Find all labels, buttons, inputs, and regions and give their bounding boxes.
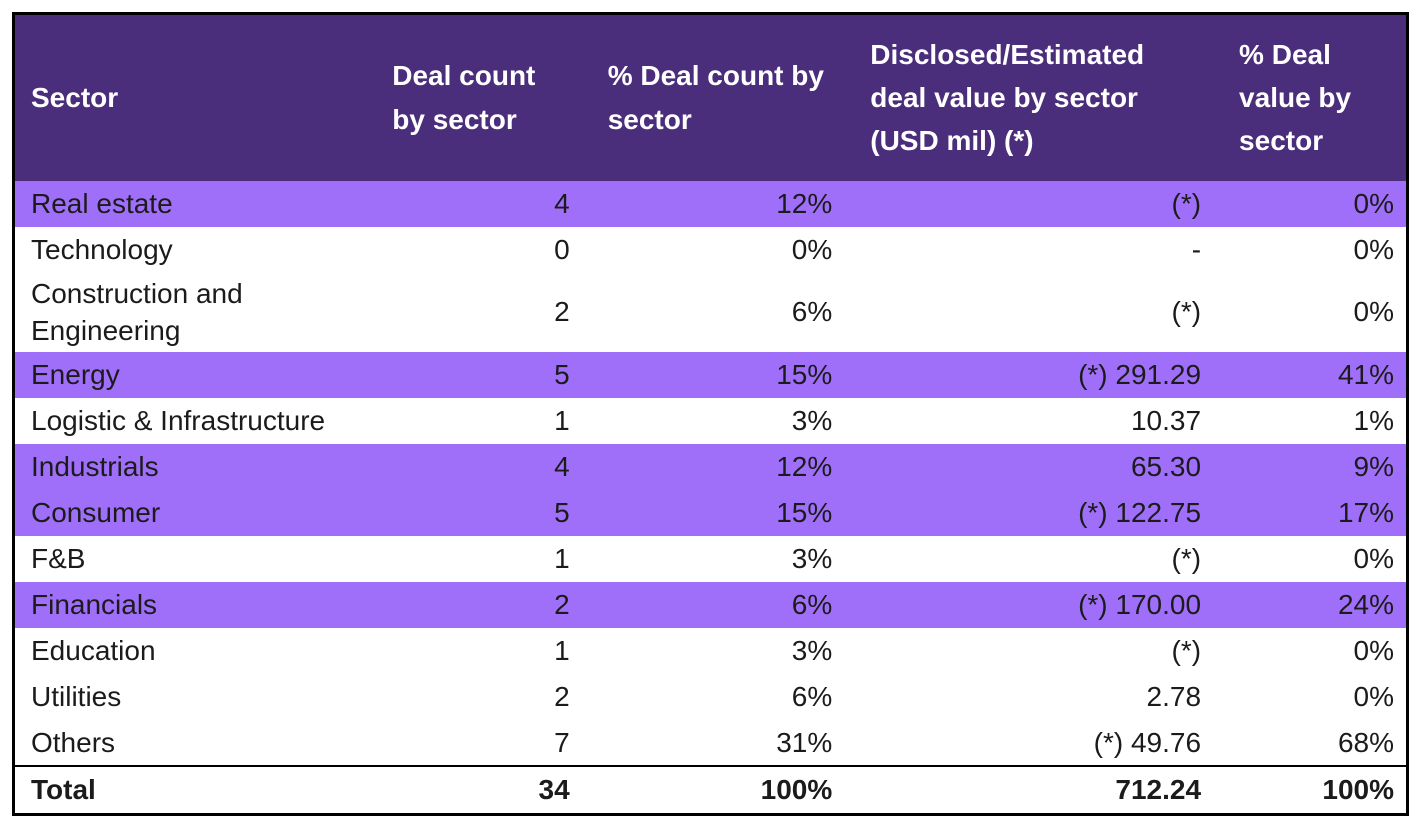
deal-value-cell: (*) (1171, 543, 1202, 575)
pct-deal-value-cell: 24% (1213, 582, 1408, 629)
deal-count-cell: 5 (366, 490, 582, 537)
sector-cell: Financials (13, 582, 367, 629)
table-row: Industrials 4 12% 65.30 9% (13, 444, 1408, 491)
table-header-row: Sector Deal count by sector % Deal count… (13, 13, 1408, 181)
deal-count-cell: 4 (366, 444, 582, 491)
total-label: Total (13, 765, 367, 815)
sector-cell: Real estate (13, 180, 367, 227)
pct-deal-count-cell: 3% (791, 543, 833, 575)
header-deal-value: Disclosed/Estimated deal value by sector… (844, 13, 1214, 181)
pct-deal-value-cell: 41% (1213, 352, 1408, 399)
sector-cell: Education (31, 635, 156, 667)
pct-deal-count-cell: 12% (581, 444, 845, 491)
table-row: Education 1 3% (*) 0% (14, 628, 1408, 674)
deal-count-cell: 2 (366, 582, 582, 629)
pct-deal-value-cell: 0% (1213, 180, 1408, 227)
sector-cell: F&B (31, 543, 86, 575)
header-deal-count: Deal count by sector (366, 13, 582, 181)
header-pct-deal-count: % Deal count by sector (581, 13, 845, 181)
pct-deal-count-cell: 6% (791, 296, 833, 328)
table-row: Financials 2 6% (*) 170.00 24% (13, 582, 1408, 629)
deal-value-cell: (*) (1171, 296, 1202, 328)
table-row: Real estate 4 12% (*) 0% (13, 180, 1408, 227)
table-row: Technology 0 0% - 0% (14, 227, 1408, 273)
pct-deal-value-cell: 9% (1213, 444, 1408, 491)
sector-cell: Logistic & Infrastructure (31, 405, 326, 437)
deal-sector-table: Sector Deal count by sector % Deal count… (12, 12, 1409, 816)
pct-deal-count-cell: 3% (791, 635, 833, 667)
pct-deal-count-cell: 6% (791, 681, 833, 713)
deal-count-cell: 0 (554, 233, 570, 265)
sector-cell: Construction and Engineering (31, 277, 243, 347)
total-pct-deal-value: 100% (1213, 765, 1408, 815)
deal-value-cell: 2.78 (1146, 681, 1202, 713)
deal-count-cell: 2 (554, 681, 570, 713)
pct-deal-value-cell: 0% (1353, 543, 1394, 575)
header-pct-deal-value: % Deal value by sector (1213, 13, 1408, 181)
total-deal-count: 34 (366, 765, 582, 815)
pct-deal-value-cell: 68% (1337, 726, 1394, 758)
pct-deal-count-cell: 15% (581, 352, 845, 399)
pct-deal-value-cell: 0% (1353, 681, 1394, 713)
pct-deal-value-cell: 1% (1353, 405, 1394, 437)
deal-value-cell: 65.30 (844, 444, 1214, 491)
deal-count-cell: 5 (366, 352, 582, 399)
sector-cell: Technology (31, 233, 173, 265)
pct-deal-count-cell: 31% (776, 726, 833, 758)
sector-cell: Industrials (13, 444, 367, 491)
pct-deal-value-cell: 0% (1353, 233, 1394, 265)
deal-count-cell: 2 (554, 296, 570, 328)
deal-value-cell: (*) 49.76 (1093, 726, 1202, 758)
table-row: Consumer 5 15% (*) 122.75 17% (13, 490, 1408, 537)
deal-count-cell: 4 (366, 180, 582, 227)
table-row: F&B 1 3% (*) 0% (14, 536, 1408, 582)
table-row: Energy 5 15% (*) 291.29 41% (13, 352, 1408, 399)
deal-count-cell: 1 (554, 635, 570, 667)
deal-value-cell: (*) 291.29 (844, 352, 1214, 399)
table-row: Others 7 31% (*) 49.76 68% (14, 720, 1408, 766)
deal-count-cell: 1 (554, 543, 570, 575)
sector-cell: Consumer (13, 490, 367, 537)
table-row: Construction and Engineering 2 6% (*) 0% (14, 273, 1408, 353)
deal-value-cell: 10.37 (1130, 405, 1202, 437)
pct-deal-value-cell: 0% (1353, 635, 1394, 667)
deal-value-cell: (*) 170.00 (844, 582, 1214, 629)
deal-count-cell: 7 (554, 726, 570, 758)
deal-value-cell: (*) (844, 180, 1214, 227)
pct-deal-value-cell: 17% (1213, 490, 1408, 537)
sector-cell: Utilities (31, 681, 122, 713)
pct-deal-count-cell: 12% (581, 180, 845, 227)
pct-deal-count-cell: 3% (791, 405, 833, 437)
total-pct-deal-count: 100% (581, 765, 845, 815)
sector-cell: Energy (13, 352, 367, 399)
header-sector: Sector (13, 13, 367, 181)
table-row: Logistic & Infrastructure 1 3% 10.37 1% (14, 398, 1408, 444)
pct-deal-count-cell: 6% (581, 582, 845, 629)
pct-deal-count-cell: 15% (581, 490, 845, 537)
pct-deal-value-cell: 0% (1353, 296, 1394, 328)
deal-value-cell: (*) 122.75 (844, 490, 1214, 537)
deal-count-cell: 1 (554, 405, 570, 437)
table-row: Utilities 2 6% 2.78 0% (14, 674, 1408, 720)
total-deal-value: 712.24 (844, 765, 1214, 815)
pct-deal-count-cell: 0% (791, 233, 833, 265)
deal-value-cell: (*) (1171, 635, 1202, 667)
total-row: Total 34 100% 712.24 100% (13, 765, 1408, 815)
sector-cell: Others (31, 726, 116, 758)
deal-value-cell: - (1191, 233, 1202, 265)
